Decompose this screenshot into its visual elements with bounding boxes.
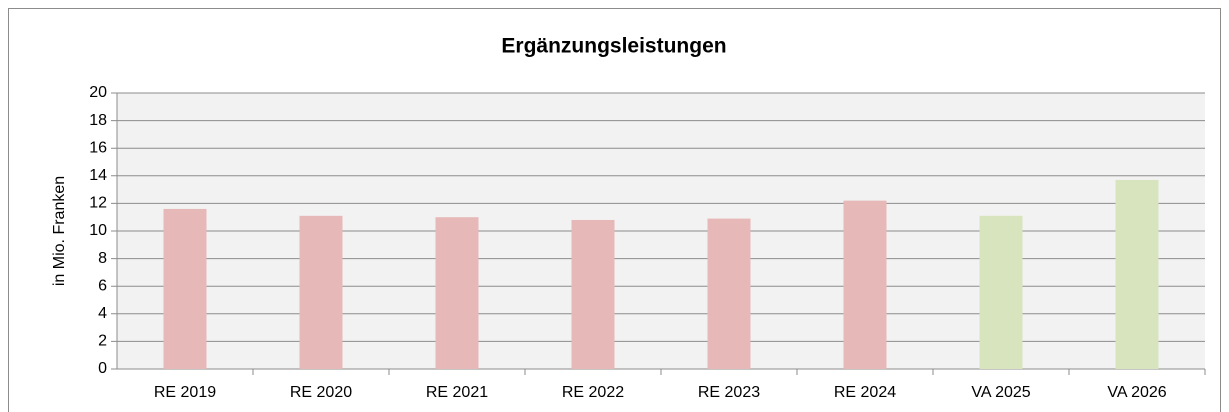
x-tick-label: RE 2022 (562, 384, 624, 401)
x-tick-label: RE 2021 (426, 384, 488, 401)
chart-title: Ergänzungsleistungen (501, 35, 726, 58)
y-axis-label: in Mio. Franken (51, 176, 68, 286)
y-tick-label: 18 (89, 112, 107, 129)
bar (571, 219, 615, 369)
x-tick-label: RE 2019 (154, 384, 216, 401)
bar (843, 200, 887, 369)
y-tick-label: 4 (98, 305, 107, 322)
x-tick-label: RE 2024 (834, 384, 896, 401)
y-tick-label: 6 (98, 277, 107, 294)
bar (707, 218, 751, 369)
y-tick-label: 0 (98, 360, 107, 377)
y-tick-label: 10 (89, 222, 107, 239)
y-tick-label: 16 (89, 139, 107, 156)
bar (979, 215, 1023, 369)
x-tick-label: VA 2026 (1107, 384, 1166, 401)
bar (435, 217, 479, 369)
bar (1115, 179, 1159, 369)
y-tick-label: 14 (89, 167, 107, 184)
y-tick-label: 12 (89, 195, 107, 212)
y-tick-label: 8 (98, 250, 107, 267)
x-tick-label: RE 2023 (698, 384, 760, 401)
bar (163, 208, 207, 369)
x-tick-label: VA 2025 (971, 384, 1030, 401)
x-tick-label: RE 2020 (290, 384, 352, 401)
bar (299, 215, 343, 369)
y-tick-label: 20 (89, 84, 107, 101)
y-tick-label: 2 (98, 333, 107, 350)
